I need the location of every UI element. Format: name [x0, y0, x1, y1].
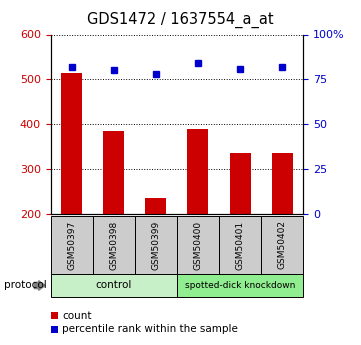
Text: GDS1472 / 1637554_a_at: GDS1472 / 1637554_a_at	[87, 12, 274, 28]
Text: GSM50402: GSM50402	[278, 220, 287, 269]
Text: protocol: protocol	[4, 280, 46, 290]
Text: GSM50397: GSM50397	[67, 220, 76, 269]
Text: GSM50398: GSM50398	[109, 220, 118, 269]
Bar	[103, 131, 124, 214]
Text: spotted-dick knockdown: spotted-dick knockdown	[185, 281, 295, 290]
Bar	[145, 198, 166, 214]
Bar	[187, 129, 208, 214]
Bar	[271, 153, 293, 214]
Text: GSM50399: GSM50399	[151, 220, 160, 269]
Text: GSM50400: GSM50400	[193, 220, 203, 269]
Text: control: control	[96, 280, 132, 290]
Text: count: count	[62, 311, 92, 321]
Text: GSM50401: GSM50401	[236, 220, 244, 269]
Text: percentile rank within the sample: percentile rank within the sample	[62, 325, 238, 334]
Bar	[61, 73, 82, 214]
Bar	[230, 153, 251, 214]
